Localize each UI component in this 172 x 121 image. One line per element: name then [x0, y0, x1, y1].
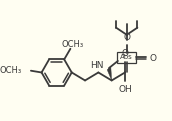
Polygon shape — [107, 66, 112, 80]
Text: O: O — [123, 33, 130, 42]
Text: OH: OH — [118, 85, 132, 94]
Text: OCH₃: OCH₃ — [0, 66, 22, 75]
Text: Abs: Abs — [120, 54, 133, 60]
Text: HN: HN — [90, 61, 104, 70]
Text: O: O — [150, 54, 157, 63]
Text: O: O — [121, 49, 128, 58]
FancyBboxPatch shape — [117, 52, 136, 63]
Text: OCH₃: OCH₃ — [61, 40, 83, 49]
